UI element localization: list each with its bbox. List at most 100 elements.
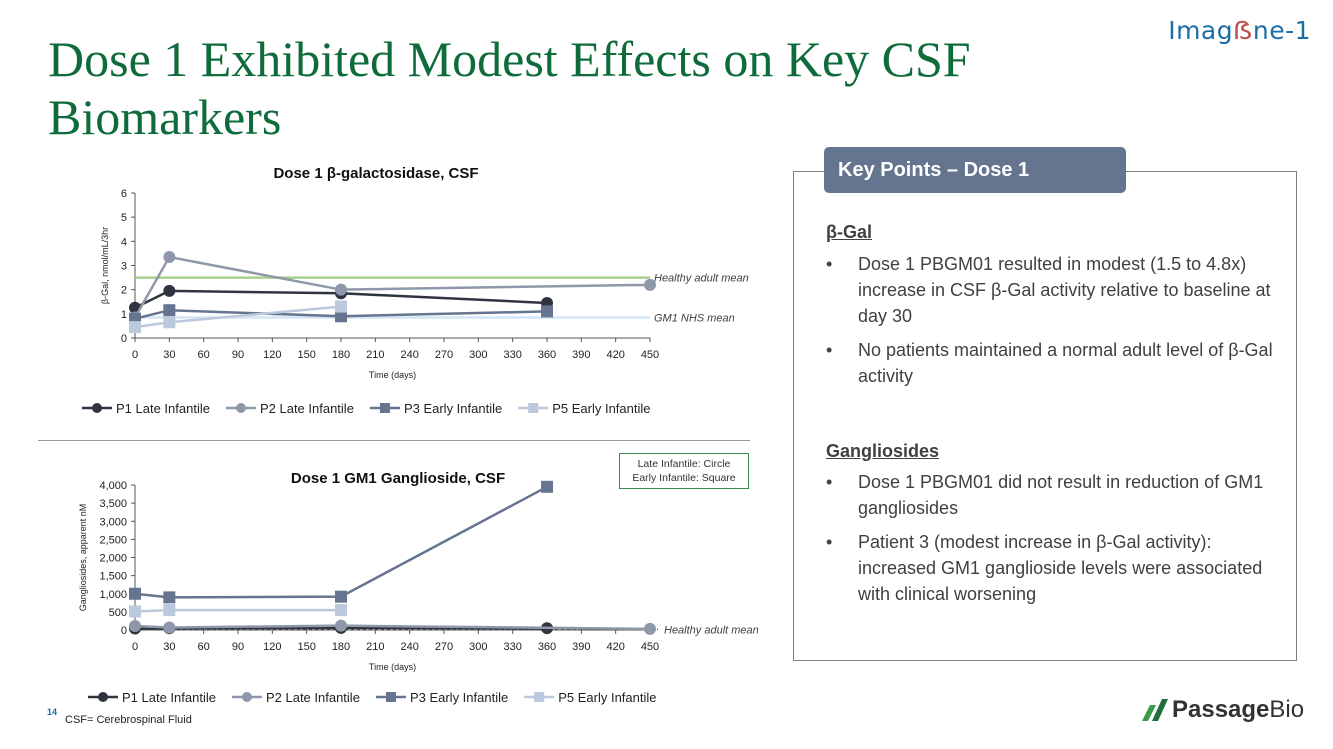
x-tick-label: 120 bbox=[263, 641, 281, 653]
legend-marker bbox=[92, 403, 102, 413]
y-tick-label: 0 bbox=[121, 333, 127, 345]
y-tick-label: 0 bbox=[121, 625, 127, 637]
series-line bbox=[134, 485, 548, 599]
note-late-infantile: Late Infantile: Circle bbox=[637, 458, 731, 470]
x-tick-label: 270 bbox=[435, 349, 453, 361]
x-tick-label: 390 bbox=[572, 641, 590, 653]
dna-icon: ẞ bbox=[1233, 16, 1253, 45]
x-tick-label: 420 bbox=[606, 641, 624, 653]
x-axis-label: Time (days) bbox=[369, 662, 416, 672]
data-point bbox=[644, 278, 656, 291]
legend-marker bbox=[385, 692, 396, 702]
passage-bio-logo: PassageBio bbox=[1140, 696, 1304, 724]
legend-marker bbox=[534, 692, 545, 702]
legend-label: P1 Late Infantile bbox=[116, 401, 210, 416]
data-point bbox=[163, 621, 176, 634]
x-tick-label: 330 bbox=[503, 349, 521, 361]
legend-label: P3 Early Infantile bbox=[410, 690, 508, 705]
beta-gal-heading: β-Gal bbox=[826, 222, 872, 242]
data-point bbox=[129, 620, 141, 633]
x-tick-label: 390 bbox=[572, 349, 590, 361]
data-point bbox=[163, 304, 176, 317]
reference-line-label: GM1 NHS mean bbox=[654, 312, 735, 324]
legend-label: P3 Early Infantile bbox=[404, 401, 502, 416]
logo-imagine-post: ne-1 bbox=[1252, 16, 1311, 45]
y-tick-label: 500 bbox=[109, 607, 127, 619]
imagine-1-logo: Imagẞne-1 bbox=[1168, 16, 1311, 45]
legend-label: P1 Late Infantile bbox=[122, 690, 216, 705]
series-line bbox=[134, 624, 651, 631]
key-points-header: Key Points – Dose 1 bbox=[824, 147, 1126, 193]
series-line bbox=[133, 255, 651, 319]
x-tick-label: 420 bbox=[606, 349, 624, 361]
legend-marker bbox=[98, 692, 108, 702]
series-line bbox=[134, 626, 548, 630]
y-axis-label: Gangliosides, apparent nM bbox=[78, 504, 88, 612]
data-point bbox=[129, 587, 141, 600]
passage-bio-mark-icon bbox=[1142, 699, 1168, 721]
x-tick-label: 180 bbox=[332, 641, 350, 653]
gangliosides-heading: Gangliosides bbox=[826, 441, 940, 461]
data-point bbox=[129, 321, 141, 334]
y-tick-label: 1 bbox=[121, 309, 127, 321]
x-tick-label: 270 bbox=[435, 641, 453, 653]
x-tick-label: 90 bbox=[232, 349, 244, 361]
legend-label: P2 Late Infantile bbox=[260, 401, 354, 416]
gm1-ganglioside-chart: Dose 1 GM1 Ganglioside, CSF 0 500 1,000 1,50… bbox=[78, 470, 759, 705]
data-point bbox=[335, 590, 347, 603]
reference-line-label: Healthy adult mean bbox=[654, 273, 749, 285]
note-early-infantile: Early Infantile: Square bbox=[632, 472, 736, 484]
data-point bbox=[335, 283, 347, 296]
marker-legend-note: Late Infantile: Circle Early Infantile: … bbox=[619, 453, 749, 489]
x-tick-label: 0 bbox=[132, 641, 138, 653]
legend-marker bbox=[241, 692, 252, 702]
chart-title: Dose 1 GM1 Ganglioside, CSF bbox=[291, 470, 505, 487]
y-tick-label: 3,500 bbox=[99, 498, 127, 510]
x-tick-label: 150 bbox=[297, 349, 315, 361]
data-point bbox=[163, 316, 176, 329]
x-tick-label: 300 bbox=[469, 349, 487, 361]
x-tick-label: 150 bbox=[297, 641, 315, 653]
x-axis-label: Time (days) bbox=[369, 370, 416, 380]
data-point bbox=[541, 305, 553, 318]
data-point bbox=[335, 604, 347, 617]
data-point bbox=[541, 480, 553, 493]
slide-title: Dose 1 Exhibited Modest Effects on Key C… bbox=[48, 31, 971, 145]
x-tick-label: 330 bbox=[503, 641, 521, 653]
x-tick-label: 450 bbox=[641, 349, 659, 361]
y-tick-label: 2,500 bbox=[99, 534, 127, 546]
legend-marker bbox=[528, 403, 539, 413]
x-tick-label: 300 bbox=[469, 641, 487, 653]
x-tick-label: 180 bbox=[332, 349, 350, 361]
data-point bbox=[335, 619, 347, 632]
beta-gal-bullets: Dose 1 PBGM01 resulted in modest (1.5 to… bbox=[826, 251, 1276, 397]
chart-divider bbox=[38, 440, 750, 441]
bullet-item: Dose 1 PBGM01 resulted in modest (1.5 to… bbox=[826, 251, 1276, 329]
chart-title: Dose 1 β-galactosidase, CSF bbox=[273, 165, 478, 182]
y-tick-label: 2 bbox=[121, 285, 127, 297]
data-point bbox=[163, 251, 176, 264]
page-number: 14 bbox=[47, 707, 58, 717]
gangliosides-bullets: Dose 1 PBGM01 did not result in reductio… bbox=[826, 469, 1276, 615]
x-tick-label: 30 bbox=[163, 349, 175, 361]
x-tick-label: 360 bbox=[538, 349, 556, 361]
data-point bbox=[163, 591, 176, 604]
x-tick-label: 90 bbox=[232, 641, 244, 653]
logo-imagine-pre: Imag bbox=[1168, 16, 1234, 45]
x-tick-label: 60 bbox=[198, 641, 210, 653]
bullet-item: No patients maintained a normal adult le… bbox=[826, 337, 1276, 389]
reference-line-label: Healthy adult mean bbox=[664, 624, 759, 636]
legend-marker bbox=[235, 403, 246, 413]
y-tick-label: 2,000 bbox=[99, 553, 127, 565]
y-tick-label: 5 bbox=[121, 212, 127, 224]
y-tick-label: 4,000 bbox=[99, 480, 127, 492]
data-point bbox=[644, 622, 656, 635]
legend-marker bbox=[379, 403, 390, 413]
y-tick-label: 1,500 bbox=[99, 571, 127, 583]
series-line bbox=[134, 289, 548, 309]
legend-label: P2 Late Infantile bbox=[266, 690, 360, 705]
data-point bbox=[163, 604, 176, 617]
x-tick-label: 360 bbox=[538, 641, 556, 653]
data-point bbox=[129, 605, 141, 618]
